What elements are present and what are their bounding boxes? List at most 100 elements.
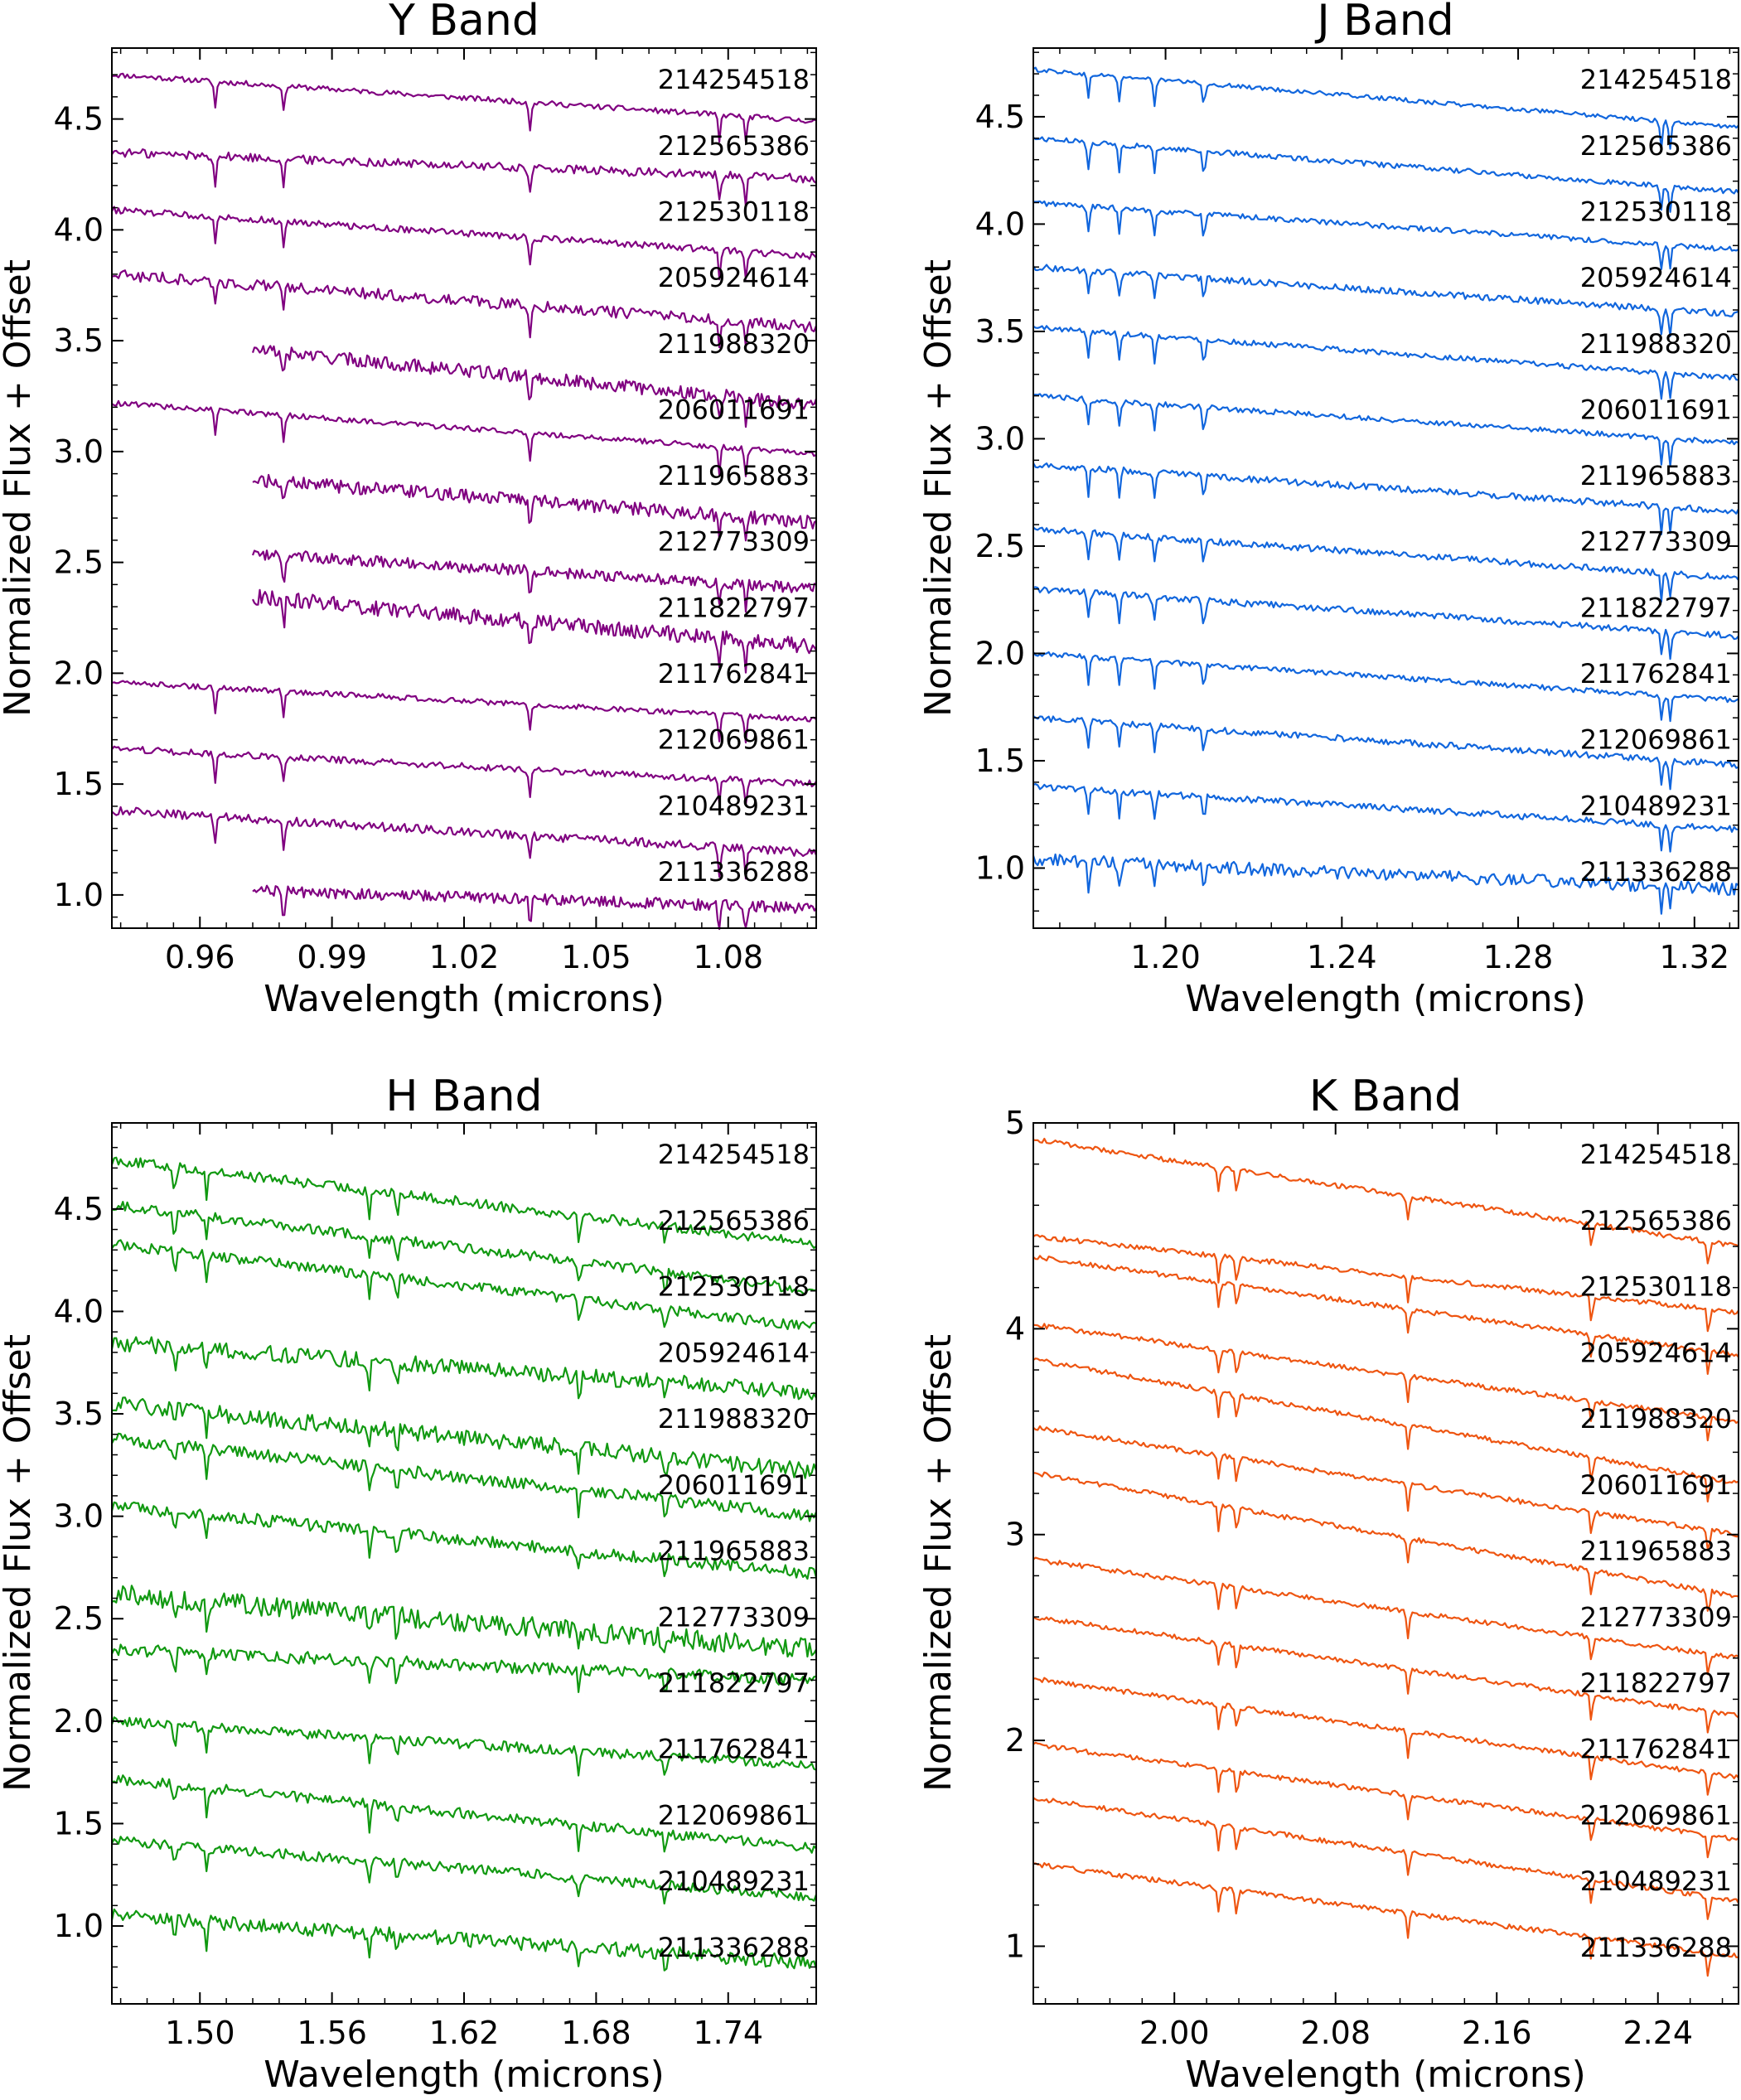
spectrum-line [1033,586,1739,660]
star-id-label: 211988320 [1580,328,1732,360]
star-id-label: 212530118 [1580,1271,1732,1303]
x-tick-label: 1.50 [165,2015,235,2051]
x-tick-label: 1.24 [1307,939,1377,975]
y-axis-label: Normalized Flux + Offset [0,1334,39,1792]
y-tick-label: 2.5 [54,544,104,581]
y-tick-label: 3.5 [54,322,104,359]
star-id-label: 210489231 [1580,1865,1732,1897]
star-id-label: 210489231 [658,790,810,821]
star-id-label: 211822797 [658,592,810,623]
spectrum-line [1033,66,1739,150]
spectrum-line [111,1643,817,1694]
spectrum-line [111,206,817,281]
y-tick-label: 1.0 [975,849,1025,886]
star-id-label: 211822797 [1580,1667,1732,1699]
x-tick-label: 1.68 [561,2015,631,2051]
spectrum-line [111,806,818,880]
spectrum-line [1033,1357,1739,1503]
spectrum-line [111,148,817,207]
x-tick-label: 1.02 [429,939,500,975]
y-tick-label: 4.0 [54,1293,104,1329]
spectrum-line [1033,1255,1739,1376]
spectrum-line [1033,526,1739,603]
star-id-label: 212069861 [1580,724,1732,756]
star-id-label: 212069861 [658,1800,810,1831]
y-tick-label: 3.0 [54,433,104,470]
y-tick-label: 1.5 [54,766,104,802]
star-id-label: 212565386 [1580,130,1732,162]
star-id-label: 212773309 [1580,526,1732,558]
y-tick-label: 4.5 [975,99,1025,135]
spectrum-line [252,884,817,931]
y-tick-label: 1.0 [54,1908,104,1944]
x-tick-label: 1.62 [429,2015,500,2051]
spectrum-line [110,1716,817,1777]
y-tick-label: 1.5 [975,743,1025,779]
y-tick-label: 2.0 [54,1703,104,1740]
x-axis-label: Wavelength (microns) [1185,978,1585,1020]
star-id-label: 211988320 [658,328,810,360]
spectrum-line [111,1239,817,1331]
spectrum-line [110,1501,818,1580]
spectrum-line [111,1585,817,1658]
y-tick-label: 2.0 [975,635,1025,671]
y-tick-label: 2 [1005,1722,1025,1759]
spectrum-line [111,399,817,477]
y-tick-label: 2.5 [975,528,1025,564]
star-id-label: 212565386 [658,1205,810,1236]
x-tick-label: 2.16 [1462,2015,1532,2051]
star-id-label: 212565386 [658,130,810,162]
spectrum-line [110,1156,817,1250]
y-tick-label: 3.0 [975,420,1025,457]
y-tick-label: 4.0 [975,206,1025,242]
star-id-label: 211762841 [658,658,810,690]
spectrum-line [1033,1323,1739,1442]
star-id-label: 214254518 [658,64,810,95]
star-id-label: 211762841 [658,1734,810,1765]
y-tick-label: 1 [1005,1928,1025,1964]
y-tick-label: 3.0 [54,1498,104,1535]
spectrum-line [1033,393,1739,467]
star-id-label: 210489231 [1580,790,1732,821]
y-axis-label: Normalized Flux + Offset [917,1334,960,1792]
spectrum-line [111,680,817,744]
spectrum-line [1033,1556,1739,1676]
star-id-label: 206011691 [658,394,810,425]
spectrum-line [1033,1137,1739,1265]
star-id-label: 211336288 [1580,1932,1732,1963]
spectrum-line [1033,1677,1739,1796]
spectrum-line [110,1908,818,1972]
x-tick-label: 0.96 [165,939,235,975]
spectrum-line [252,588,817,674]
y-tick-label: 3 [1005,1517,1025,1553]
panel-title: K Band [1309,1072,1462,1121]
y-tick-label: 1.5 [54,1805,104,1841]
x-tick-label: 2.00 [1139,2015,1210,2051]
star-id-label: 211965883 [658,460,810,491]
panel-title: J Band [1314,0,1453,46]
spectrum-line [1033,1741,1739,1859]
star-id-label: 205924614 [1580,1337,1732,1368]
star-id-label: 212773309 [1580,1601,1732,1633]
spectrum-line [111,269,818,349]
spectrum-line [252,473,817,542]
star-id-label: 206011691 [1580,394,1732,425]
spectrum-line [1033,1616,1739,1734]
star-id-label: 211965883 [1580,1536,1732,1567]
star-id-label: 211336288 [1580,856,1732,888]
star-id-label: 212773309 [658,526,810,558]
spectrum-line [111,1396,818,1479]
x-tick-label: 1.05 [561,939,631,975]
panel-y-band: Y Band Wavelength (microns) Normalized F… [0,0,818,1020]
star-id-label: 211336288 [658,856,810,888]
y-axis-label: Normalized Flux + Offset [917,259,960,717]
y-tick-label: 2.0 [54,655,104,691]
panel-j-band: J Band Wavelength (microns) Normalized F… [917,0,1739,1020]
x-tick-label: 1.74 [693,2015,763,2051]
star-id-label: 205924614 [658,262,810,293]
x-tick-label: 1.20 [1130,939,1201,975]
spectrum-line [1033,462,1739,535]
x-tick-label: 1.56 [297,2015,367,2051]
star-id-label: 212565386 [1580,1205,1732,1236]
